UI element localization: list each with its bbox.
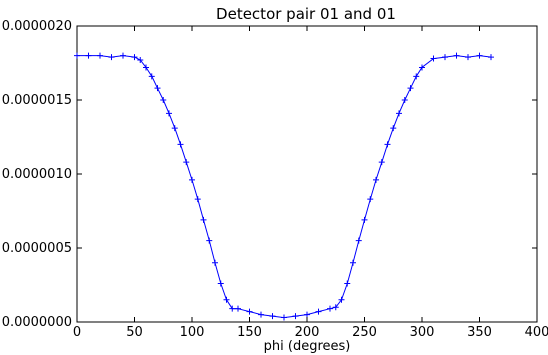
data-point-marker xyxy=(154,85,161,92)
data-point-marker xyxy=(183,159,190,166)
y-tick-label: 0.0000020 xyxy=(2,19,72,34)
data-point-marker xyxy=(315,308,322,315)
data-point-marker xyxy=(229,305,236,312)
data-point-marker xyxy=(235,305,241,312)
data-point-marker xyxy=(384,141,391,148)
data-point-marker xyxy=(85,52,92,59)
data-point-marker xyxy=(355,237,362,244)
data-point-marker xyxy=(120,52,126,59)
data-point-marker xyxy=(269,313,276,320)
x-tick-label: 250 xyxy=(352,325,377,340)
data-point-marker xyxy=(206,237,213,244)
data-point-marker xyxy=(143,64,149,71)
y-tick-label: 0.0000015 xyxy=(2,93,72,108)
data-point-marker xyxy=(200,216,207,223)
data-point-marker xyxy=(217,280,224,287)
x-tick-label: 350 xyxy=(467,325,492,340)
data-point-marker xyxy=(401,97,408,103)
data-point-marker xyxy=(453,52,460,59)
x-axis-ticks: 0 50 100 150 200 250 300 350 400 xyxy=(73,26,548,340)
data-point-marker xyxy=(442,54,448,61)
y-tick-label: 0.0000005 xyxy=(2,241,72,256)
data-point-marker xyxy=(74,52,80,59)
data-point-marker xyxy=(396,110,402,117)
data-point-marker xyxy=(131,54,138,61)
data-point-marker xyxy=(367,196,374,203)
data-point-marker xyxy=(350,259,356,266)
data-point-marker xyxy=(344,280,351,287)
data-point-marker xyxy=(246,308,253,315)
chart-title: Detector pair 01 and 01 xyxy=(216,5,396,23)
data-point-marker xyxy=(108,54,115,61)
data-point-marker xyxy=(430,55,437,62)
y-tick-label: 0.0000000 xyxy=(2,315,72,330)
data-point-marker xyxy=(419,64,425,71)
x-tick-label: 150 xyxy=(237,325,262,340)
x-tick-label: 0 xyxy=(73,325,81,340)
data-point-marker xyxy=(223,296,230,303)
data-point-marker xyxy=(465,54,471,61)
data-point-marker xyxy=(361,216,368,223)
data-point-marker xyxy=(390,125,397,132)
data-point-marker xyxy=(327,305,333,312)
data-point-marker xyxy=(189,176,195,183)
data-point-marker xyxy=(137,57,144,64)
data-point-marker xyxy=(171,125,178,132)
plot-frame xyxy=(76,25,538,323)
data-point-marker xyxy=(338,296,345,303)
data-point-marker xyxy=(304,311,310,318)
plot-area: 0 50 100 150 200 250 300 350 400 0.00000000.0000… xyxy=(2,19,548,340)
x-tick-label: 50 xyxy=(126,325,143,340)
series-layer xyxy=(74,52,494,321)
x-axis-label: phi (degrees) xyxy=(264,339,351,354)
x-tick-label: 400 xyxy=(525,325,548,340)
data-point-marker xyxy=(160,97,167,103)
data-point-marker xyxy=(281,314,287,321)
x-tick-label: 200 xyxy=(295,325,320,340)
data-point-marker xyxy=(212,259,218,266)
data-point-marker xyxy=(97,52,103,59)
data-point-marker xyxy=(194,196,201,203)
data-point-marker xyxy=(407,85,414,92)
data-point-marker xyxy=(378,159,385,166)
data-point-marker xyxy=(413,73,420,80)
data-point-marker xyxy=(332,304,339,311)
series-line xyxy=(77,55,492,319)
y-axis-ticks: 0.0000000 0.0000005 0.0000010 0.0000015 0.00… xyxy=(2,19,537,330)
x-tick-label: 300 xyxy=(410,325,435,340)
data-point-marker xyxy=(292,313,299,320)
data-point-marker xyxy=(166,110,172,117)
data-point-marker xyxy=(258,311,264,318)
x-tick-label: 100 xyxy=(180,325,205,340)
y-tick-label: 0.0000010 xyxy=(2,167,72,182)
data-point-marker xyxy=(148,73,155,80)
data-point-marker xyxy=(476,52,483,59)
data-point-marker xyxy=(373,176,379,183)
data-point-marker xyxy=(177,141,184,148)
data-point-marker xyxy=(488,54,494,61)
